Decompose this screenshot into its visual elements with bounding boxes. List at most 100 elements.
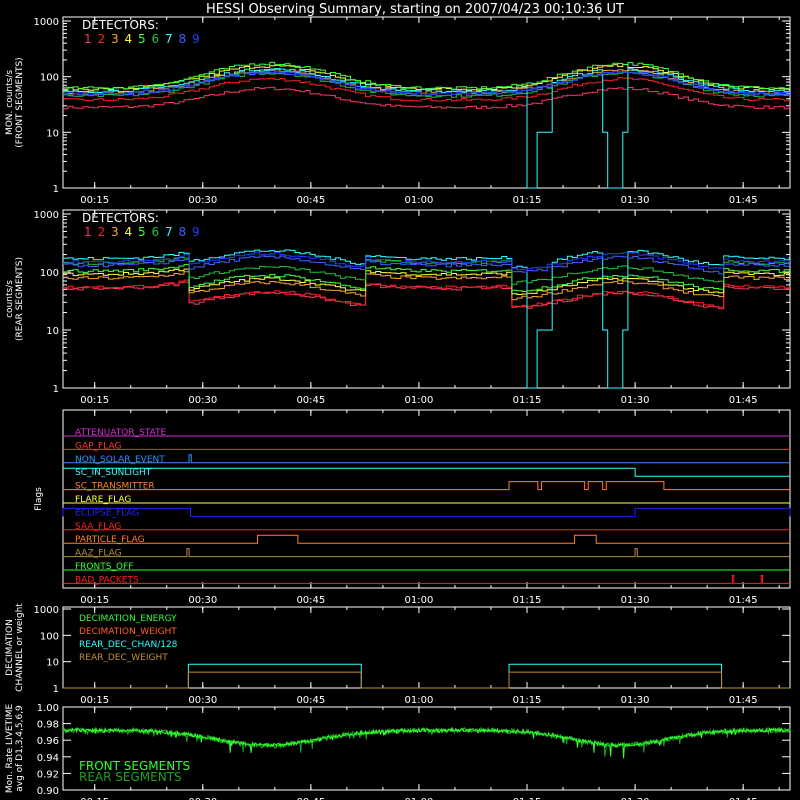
decimation-series-rear_dec_weight [63, 671, 790, 689]
flag-line-eclipse_flag [62, 507, 791, 517]
front-legend-title: DETECTORS: [82, 18, 159, 32]
front-legend-entry: 9 [192, 32, 200, 46]
rear-legend-entry: 8 [179, 225, 187, 239]
decimation-legend-entry: DECIMATION_ENERGY [79, 614, 177, 624]
rear-legend-entry: 4 [125, 225, 133, 239]
front-series-9 [63, 70, 790, 96]
front-series-2 [63, 77, 790, 102]
flag-label-particle_flag: PARTICLE_FLAG [75, 535, 145, 545]
rear-series-7 [63, 249, 790, 389]
rear-xtick-label: 01:00 [405, 395, 434, 406]
rear-legend-entry: 9 [192, 225, 200, 239]
flags-xtick-label: 00:30 [188, 595, 217, 606]
front-ytick-label: 10 [46, 128, 59, 139]
rear-xtick-label: 00:30 [188, 395, 217, 406]
rear-ylabel: counts/s (REAR SEGMENTS) [5, 257, 25, 341]
flag-label-sc_in_sunlight: SC_IN_SUNLIGHT [75, 468, 152, 478]
rear-xtick-label: 00:45 [296, 395, 325, 406]
decimation-xtick-label: 00:30 [188, 695, 217, 706]
livetime-xtick-label: 01:00 [405, 797, 434, 800]
decimation-xtick-label: 01:00 [405, 695, 434, 706]
front-legend-entry: 2 [98, 32, 106, 46]
front-ylabel: MON. counts/s (FRONT SEGMENTS) [5, 57, 25, 147]
front-ytick-label: 1000 [34, 17, 59, 28]
rear-ylabel-line: (REAR SEGMENTS) [15, 257, 25, 341]
flag-line-particle_flag [63, 534, 790, 544]
flag-label-gap_flag: GAP_FLAG [75, 441, 121, 451]
livetime-ytick-label: 0.96 [37, 736, 59, 747]
flag-line-aaz_flag [63, 548, 790, 558]
front-legend-entry: 5 [138, 32, 146, 46]
flag-line-non_solar_event [63, 454, 790, 464]
decimation-series-rear_dec_chan/128 [63, 663, 790, 689]
rear-ytick-label: 100 [40, 268, 59, 279]
front-ylabel-line: MON. counts/s [5, 70, 15, 135]
livetime-xtick-label: 01:15 [513, 797, 542, 800]
rear-legend-entry: 1 [84, 225, 92, 239]
decimation-xtick-label: 01:15 [513, 695, 542, 706]
flag-label-attenuator_state: ATTENUATOR_STATE [75, 428, 167, 438]
rear-frame [62, 209, 791, 389]
rear-series-5 [63, 264, 790, 292]
front-ylabel-line: (FRONT SEGMENTS) [15, 57, 25, 147]
decimation-xtick-label: 00:45 [296, 695, 325, 706]
flags-frame [62, 409, 791, 589]
livetime-ytick-label: 0.92 [37, 769, 59, 780]
decimation-xtick-label: 01:30 [621, 695, 650, 706]
front-legend-entry: 1 [84, 32, 92, 46]
rear-xtick-label: 01:15 [513, 395, 542, 406]
rear-series-8 [63, 255, 790, 275]
flag-label-bad_packets: BAD_PACKETS [75, 575, 139, 585]
flag-label-aaz_flag: AAZ_FLAG [75, 549, 122, 559]
flag-label-saa_flag: SAA_FLAG [75, 522, 121, 532]
front-xtick-label: 00:30 [188, 195, 217, 206]
rear-series-4 [63, 268, 790, 295]
livetime-xtick-label: 00:45 [296, 797, 325, 800]
flag-line-sc_transmitter [63, 481, 790, 491]
flag-line-bad_packets [63, 574, 790, 584]
rear-xtick-label: 01:30 [621, 395, 650, 406]
livetime-xtick-label: 00:15 [80, 797, 109, 800]
decimation-ytick-label: 1000 [34, 605, 59, 616]
front-legend-entry: 7 [165, 32, 173, 46]
flag-label-fronts_off: FRONTS_OFF [75, 562, 133, 572]
livetime-ylabel-line: Mon. Rate LIVETIME [5, 704, 15, 794]
front-ytick-label: 1 [53, 184, 59, 195]
livetime-xtick-label: 00:30 [188, 797, 217, 800]
front-legend-entry: 3 [111, 32, 119, 46]
front-legend-entry: 4 [125, 32, 133, 46]
flag-line-sc_in_sunlight [63, 467, 790, 477]
decimation-ylabel-line: CHANNEL or weight [15, 603, 25, 692]
livetime-legend-entry: REAR SEGMENTS [79, 770, 182, 784]
livetime-xtick-label: 01:30 [621, 797, 650, 800]
flags-xtick-label: 01:00 [405, 595, 434, 606]
rear-xtick-label: 01:45 [729, 395, 758, 406]
front-xtick-label: 01:00 [405, 195, 434, 206]
front-xtick-label: 01:45 [729, 195, 758, 206]
livetime-ylabel-line: avg of D1,3,4,5,6,9 [15, 705, 25, 792]
livetime-xtick-label: 01:45 [729, 797, 758, 800]
flags-xtick-label: 01:15 [513, 595, 542, 606]
front-series-5 [63, 61, 790, 90]
flag-label-flare_flag: FLARE_FLAG [75, 495, 131, 505]
rear-ytick-label: 1000 [34, 210, 59, 221]
rear-legend-entry: 2 [98, 225, 106, 239]
flag-label-eclipse_flag: ECLIPSE_FLAG [75, 508, 139, 518]
front-xtick-label: 00:15 [80, 195, 109, 206]
livetime-series-front-segments [62, 726, 791, 759]
decimation-ytick-label: 100 [40, 631, 59, 642]
rear-series-2 [63, 279, 790, 308]
livetime-ytick-label: 0.98 [37, 720, 59, 731]
decimation-ytick-label: 10 [46, 658, 59, 669]
front-series-7 [63, 68, 790, 189]
rear-legend-title: DETECTORS: [82, 211, 159, 225]
front-series-1 [63, 86, 790, 110]
flag-label-non_solar_event: NON_SOLAR_EVENT [75, 455, 165, 465]
livetime-frame [62, 706, 791, 791]
decimation-ylabel: DECIMATION CHANNEL or weight [5, 603, 25, 692]
decimation-legend-entry: REAR_DEC_CHAN/128 [79, 640, 178, 650]
flags-xtick-label: 00:15 [80, 595, 109, 606]
rear-legend-entry: 7 [165, 225, 173, 239]
livetime-ytick-label: 0.90 [37, 786, 59, 797]
